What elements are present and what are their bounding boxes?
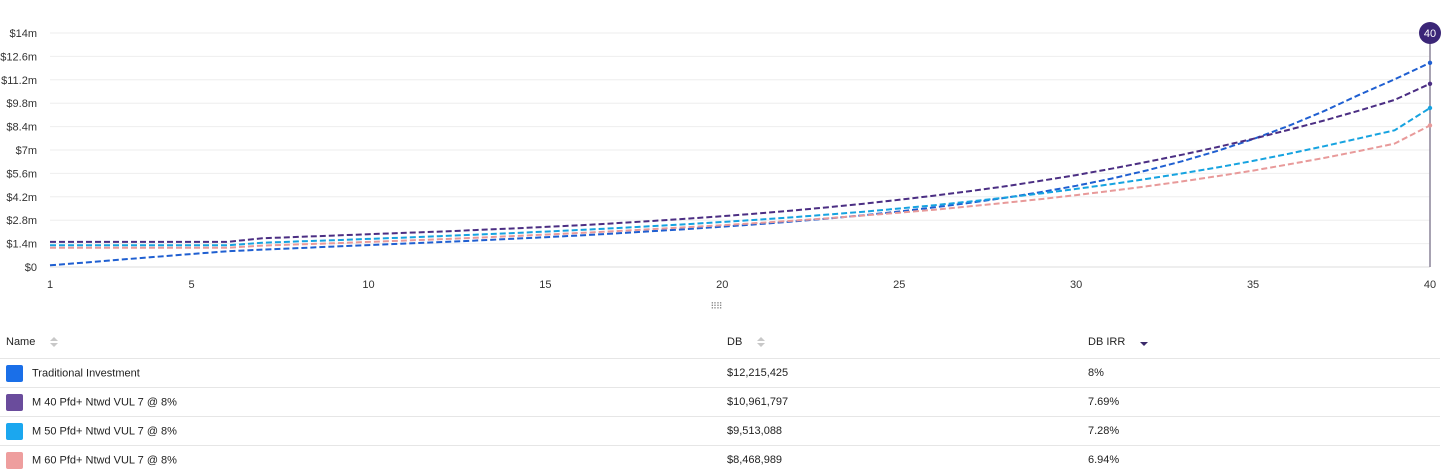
series-name-cell: M 50 Pfd+ Ntwd VUL 7 @ 8% xyxy=(0,417,721,446)
x-tick-label: 35 xyxy=(1247,279,1259,291)
series-color-swatch[interactable] xyxy=(6,394,23,411)
series-color-swatch[interactable] xyxy=(6,452,23,469)
series-name: M 50 Pfd+ Ntwd VUL 7 @ 8% xyxy=(32,425,177,437)
sort-icon[interactable] xyxy=(757,337,765,347)
series-name: Traditional Investment xyxy=(32,367,140,379)
series-end-point xyxy=(1428,123,1432,127)
column-header-db-label: DB xyxy=(727,336,742,348)
column-header-irr[interactable]: DB IRR xyxy=(1082,326,1440,359)
sort-desc-icon[interactable] xyxy=(1140,338,1148,346)
sort-icon[interactable] xyxy=(50,337,58,347)
db-value: $12,215,425 xyxy=(721,359,1082,388)
y-tick-label: $1.4m xyxy=(6,239,37,251)
irr-value: 7.69% xyxy=(1082,388,1440,417)
y-tick-label: $9.8m xyxy=(6,98,37,110)
series-color-swatch[interactable] xyxy=(6,423,23,440)
series-color-swatch[interactable] xyxy=(6,365,23,382)
db-value: $9,513,088 xyxy=(721,417,1082,446)
series-name: M 40 Pfd+ Ntwd VUL 7 @ 8% xyxy=(32,396,177,408)
series-name: M 60 Pfd+ Ntwd VUL 7 @ 8% xyxy=(32,454,177,466)
line-chart[interactable]: $0 $1.4m $2.8m $4.2m $5.6m $7m $8.4m $9.8m $11.2… xyxy=(0,0,1456,300)
x-tick-label: 40 xyxy=(1424,279,1436,291)
table-row[interactable]: M 50 Pfd+ Ntwd VUL 7 @ 8% $9,513,088 7.2… xyxy=(0,417,1440,446)
series-name-cell: M 40 Pfd+ Ntwd VUL 7 @ 8% xyxy=(0,388,721,417)
x-tick-label: 10 xyxy=(362,279,374,291)
y-tick-label: $4.2m xyxy=(6,192,37,204)
series-end-point xyxy=(1428,82,1432,86)
x-tick-label: 1 xyxy=(47,279,53,291)
y-tick-label: $11.2m xyxy=(1,75,37,87)
selection-badge-label: 40 xyxy=(1424,28,1436,40)
table-header-row: Name DB DB IRR xyxy=(0,326,1440,359)
column-header-irr-label: DB IRR xyxy=(1088,336,1125,348)
resize-handle[interactable]: ⠿⠿ xyxy=(708,302,724,310)
y-tick-label: $2.8m xyxy=(6,215,37,227)
irr-value: 7.28% xyxy=(1082,417,1440,446)
x-tick-label: 30 xyxy=(1070,279,1082,291)
db-value: $10,961,797 xyxy=(721,388,1082,417)
series-line xyxy=(50,108,1430,245)
column-header-name-label: Name xyxy=(6,336,35,348)
x-tick-label: 5 xyxy=(188,279,194,291)
table-row[interactable]: Traditional Investment $12,215,425 8% xyxy=(0,359,1440,388)
series-name-cell: Traditional Investment xyxy=(0,359,721,388)
irr-value: 8% xyxy=(1082,359,1440,388)
y-tick-label: $5.6m xyxy=(6,168,37,180)
column-header-name[interactable]: Name xyxy=(0,326,721,359)
y-tick-label: $14m xyxy=(9,28,37,40)
series-line xyxy=(50,125,1430,247)
column-header-db[interactable]: DB xyxy=(721,326,1082,359)
series-end-point xyxy=(1428,106,1432,110)
x-tick-label: 15 xyxy=(539,279,551,291)
x-tick-label: 25 xyxy=(893,279,905,291)
series-end-point xyxy=(1428,61,1432,65)
series-line xyxy=(50,63,1430,265)
series-table: Name DB DB IRR Traditional Investment $1… xyxy=(0,326,1440,474)
y-tick-label: $12.6m xyxy=(0,51,37,63)
x-tick-label: 20 xyxy=(716,279,728,291)
y-tick-label: $7m xyxy=(16,145,37,157)
y-tick-label: $8.4m xyxy=(6,122,37,134)
table-row[interactable]: M 40 Pfd+ Ntwd VUL 7 @ 8% $10,961,797 7.… xyxy=(0,388,1440,417)
series-line xyxy=(50,84,1430,242)
y-tick-label: $0 xyxy=(25,262,37,274)
